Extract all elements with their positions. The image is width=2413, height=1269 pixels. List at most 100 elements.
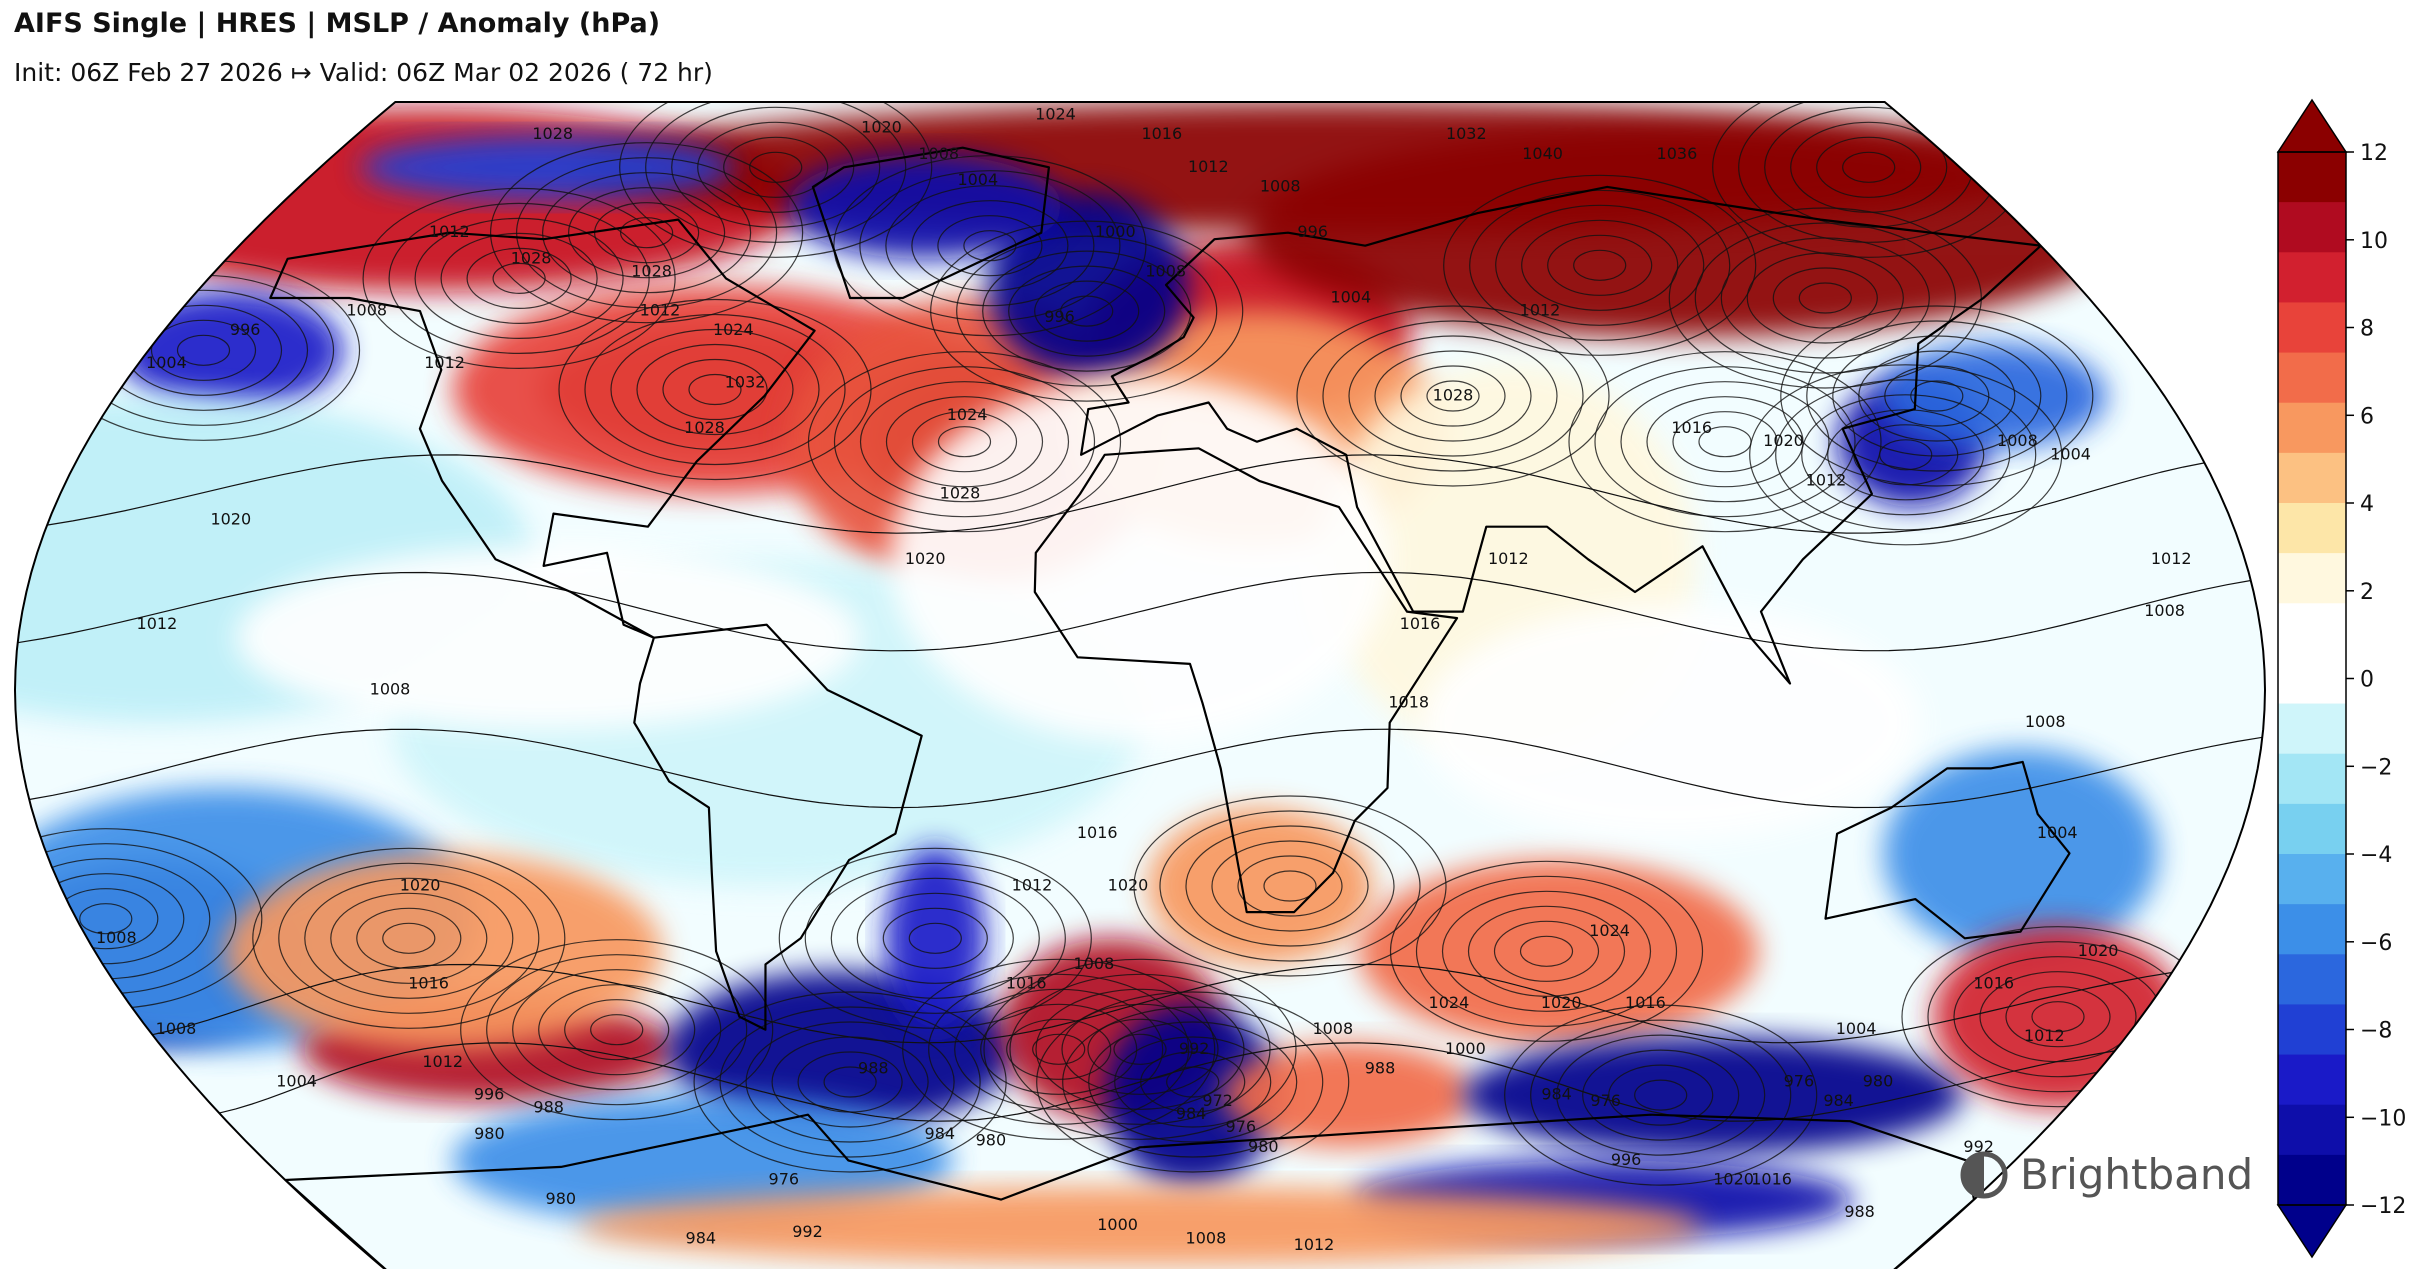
isobar-label-text: 1012 (429, 222, 470, 241)
isobar-label-text: 1004 (1330, 288, 1371, 307)
isobar-ring (1608, 1064, 1714, 1126)
isobar-label-text: 976 (1784, 1072, 1815, 1091)
isobar-label: 1032 (1446, 124, 1487, 143)
isobar-ring (1389, 860, 1704, 1042)
isobar-label: 976 (1590, 1091, 1621, 1110)
isobar-label: 1012 (422, 1052, 463, 1071)
isobar-label: 1004 (1836, 1019, 1877, 1038)
brightband-logo-icon (1960, 1151, 2008, 1198)
isobar-label: 984 (686, 1228, 717, 1247)
anomaly-blob (787, 154, 1063, 259)
isobar-label: 1000 (1095, 222, 1136, 241)
isobar-label-text: 1024 (1035, 105, 1076, 124)
isobar-line (46, 454, 2205, 534)
isobar-ring (388, 202, 650, 354)
isobar-ring (956, 235, 1218, 387)
isobar-label-text: 972 (1202, 1091, 1233, 1110)
isobar-label: 1028 (631, 261, 672, 280)
isobar-ring (1006, 1018, 1112, 1080)
isobar-ring (440, 232, 598, 324)
colorbar-segment (2278, 803, 2346, 855)
isobar-line (17, 571, 2251, 652)
isobar-label-text: 980 (1863, 1072, 1894, 1091)
isobar-label: 1004 (1330, 288, 1371, 307)
isobar-label: 1008 (1260, 176, 1301, 195)
anomaly-blob (118, 291, 344, 410)
anomaly-blob (1883, 748, 2159, 958)
isobar-label-text: 1004 (2050, 444, 2091, 463)
anomaly-blob (890, 376, 1390, 743)
isobar-ring (1114, 1036, 1272, 1128)
isobar-label-text: 1012 (2024, 1026, 2065, 1045)
isobar-ring (252, 847, 566, 1029)
isobar-label-text: 1008 (96, 928, 137, 947)
isobar-ring (1032, 1033, 1086, 1065)
isobar-label: 1004 (276, 1072, 317, 1091)
colorbar-segment (2278, 954, 2346, 1006)
isobar-label: 988 (1844, 1202, 1875, 1221)
isobar-ring (1746, 252, 1904, 344)
isobar-label-text: 988 (858, 1058, 889, 1077)
isobar-ring (1519, 935, 1574, 967)
isobar-label: 1012 (1520, 301, 1561, 320)
isobar-ring (567, 187, 726, 279)
isobar-ring (930, 220, 1244, 402)
isobar-label: 1008 (1145, 261, 1186, 280)
isobar-label-text: 1008 (1312, 1019, 1353, 1038)
isobar-label-text: 996 (1297, 222, 1328, 241)
isobar-ring (590, 1014, 644, 1046)
isobar-label: 1020 (905, 549, 946, 568)
isobar-ring (1806, 320, 2068, 472)
isobar-label-text: 988 (1844, 1202, 1875, 1221)
isobar-ring (778, 847, 1092, 1029)
colorbar-tick-label: −4 (2360, 843, 2392, 868)
anomaly-blob (1223, 1042, 1474, 1148)
coastline (1033, 447, 1459, 914)
isobar-label-text: 1028 (684, 418, 725, 437)
coastline (1080, 185, 2042, 685)
isobar-ring (512, 969, 722, 1091)
isobar-label: 980 (474, 1124, 505, 1143)
isobar-label: 1004 (2037, 823, 2078, 842)
isobar-label-text: 1008 (370, 680, 411, 699)
globe-outline (13, 101, 2267, 1269)
colorbar-tick-label: 10 (2360, 229, 2388, 254)
anomaly-blob (452, 1095, 953, 1226)
isobar-label-text: 992 (1963, 1137, 1994, 1156)
isobar-ring (823, 1066, 877, 1098)
colorbar-segment (2278, 352, 2346, 404)
isobar-ring (928, 973, 1190, 1125)
isobar-ring (688, 373, 742, 406)
isobar-ring (1185, 825, 1395, 947)
isobar-ring (1296, 305, 1610, 487)
isobar-ring (980, 1003, 1138, 1095)
anomaly-blob (224, 853, 662, 1050)
isobar-ring (1780, 305, 2094, 487)
isobar-ring (1322, 320, 1584, 472)
isobar-ring (1263, 870, 1317, 902)
isobar-label-text: 1008 (1145, 261, 1186, 280)
colorbar-tick-label: 8 (2360, 317, 2374, 342)
isobar-label: 1012 (1488, 549, 1529, 568)
coastline (1824, 760, 2071, 940)
isobar-line (218, 1042, 2115, 1122)
isobar-ring (636, 343, 794, 436)
isobar-label: 1024 (947, 405, 988, 424)
isobar-ring (362, 187, 676, 369)
isobar-ring (1008, 265, 1166, 357)
isobar-ring (1211, 840, 1369, 932)
isobar-ring (807, 351, 1122, 533)
colorbar-segment (2278, 452, 2346, 504)
isobar-label: 1028 (532, 124, 573, 143)
isobar-label: 1012 (2151, 549, 2192, 568)
isobar-label: 1008 (96, 928, 137, 947)
isobar-label-text: 1032 (1446, 124, 1487, 143)
isobar-label: 1016 (1077, 823, 1118, 842)
colorbar-segment (2278, 1054, 2346, 1106)
isobar-label-text: 1012 (1520, 301, 1561, 320)
isobar-ring (1493, 920, 1600, 982)
colorbar-segment (2278, 202, 2346, 253)
isobar-label-text: 1020 (1541, 993, 1582, 1012)
isobar-ring (1443, 174, 1757, 356)
isobar-label: 1036 (1657, 144, 1698, 163)
